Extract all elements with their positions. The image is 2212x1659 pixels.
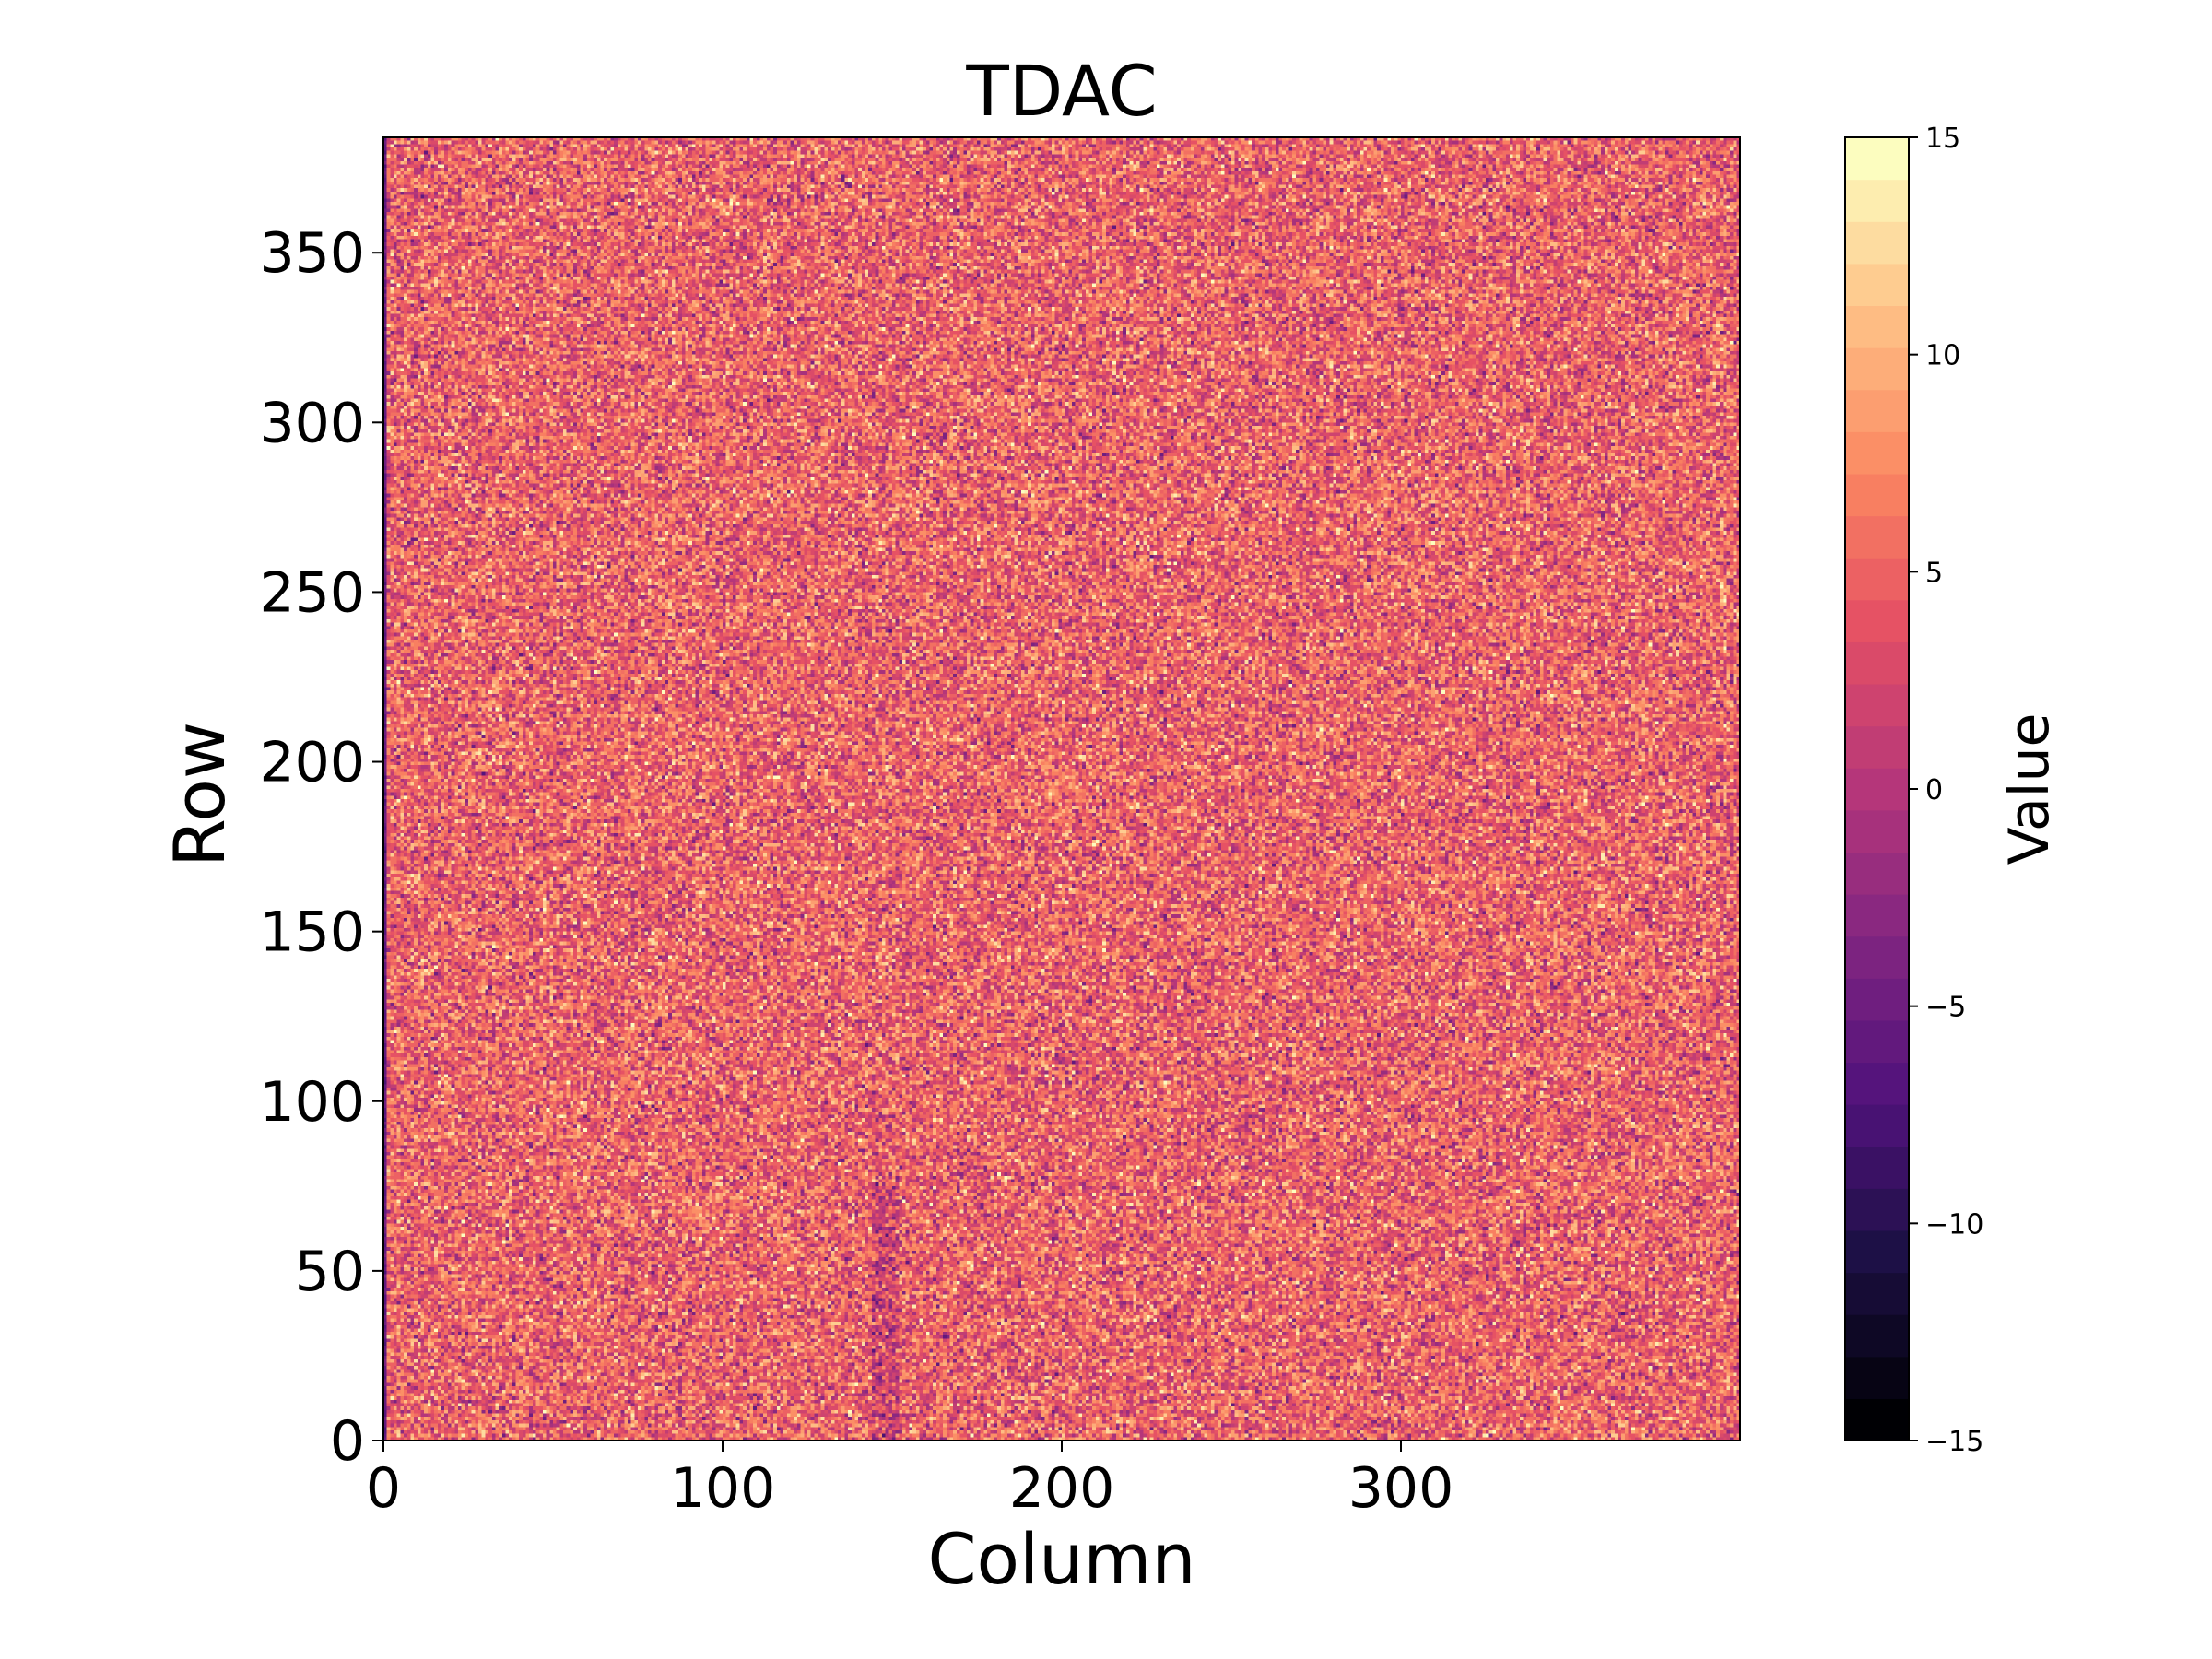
colorbar-band bbox=[1845, 263, 1909, 307]
y-axis-ticks: 0 50 100 150 200 250 300 350 bbox=[259, 221, 383, 1474]
colorbar-band bbox=[1845, 1272, 1909, 1315]
colorbar-band bbox=[1845, 221, 1909, 265]
colorbar-band bbox=[1845, 1104, 1909, 1147]
colorbar-band bbox=[1845, 809, 1909, 853]
y-tick-label: 150 bbox=[259, 900, 365, 965]
colorbar-tick-label: −10 bbox=[1925, 1208, 1983, 1241]
colorbar-band bbox=[1845, 1188, 1909, 1231]
colorbar-bands bbox=[1845, 137, 1909, 1441]
y-tick-label: 350 bbox=[259, 221, 365, 286]
y-tick-label: 250 bbox=[259, 560, 365, 625]
x-axis-label: Column bbox=[927, 1518, 1195, 1600]
x-tick-label: 100 bbox=[670, 1456, 776, 1521]
colorbar-band bbox=[1845, 1398, 1909, 1441]
heatmap bbox=[383, 137, 1740, 1441]
colorbar-band bbox=[1845, 179, 1909, 222]
colorbar-band bbox=[1845, 978, 1909, 1021]
colorbar: −15 −10 −5 0 5 10 15 Value bbox=[1844, 123, 2062, 1458]
colorbar-band bbox=[1845, 1146, 1909, 1189]
y-tick-label: 50 bbox=[295, 1240, 365, 1304]
colorbar-band bbox=[1845, 1019, 1909, 1064]
colorbar-tick-label: 10 bbox=[1925, 340, 1960, 372]
colorbar-tick-label: −15 bbox=[1925, 1426, 1983, 1458]
colorbar-tick-label: 0 bbox=[1925, 774, 1943, 806]
x-tick-label: 0 bbox=[366, 1456, 401, 1521]
y-tick-label: 0 bbox=[330, 1409, 365, 1474]
colorbar-band bbox=[1845, 894, 1909, 937]
x-tick-label: 300 bbox=[1348, 1456, 1454, 1521]
y-tick-label: 300 bbox=[259, 391, 365, 455]
colorbar-band bbox=[1845, 1230, 1909, 1274]
colorbar-band bbox=[1845, 431, 1909, 475]
colorbar-band bbox=[1845, 389, 1909, 432]
colorbar-band bbox=[1845, 473, 1909, 517]
y-tick-label: 200 bbox=[259, 731, 365, 795]
colorbar-tick-label: −5 bbox=[1925, 992, 1966, 1024]
x-tick-label: 200 bbox=[1009, 1456, 1115, 1521]
colorbar-band bbox=[1845, 935, 1909, 979]
colorbar-band bbox=[1845, 305, 1909, 348]
colorbar-band bbox=[1845, 641, 1909, 685]
colorbar-ticks: −15 −10 −5 0 5 10 15 bbox=[1909, 123, 1983, 1458]
colorbar-band bbox=[1845, 558, 1909, 601]
x-axis-ticks: 0 100 200 300 bbox=[366, 1441, 1453, 1521]
colorbar-band bbox=[1845, 599, 1909, 642]
colorbar-band bbox=[1845, 725, 1909, 769]
colorbar-band bbox=[1845, 683, 1909, 727]
colorbar-tick-label: 15 bbox=[1925, 123, 1960, 155]
colorbar-tick-label: 5 bbox=[1925, 557, 1943, 589]
colorbar-label: Value bbox=[1997, 713, 2062, 865]
colorbar-band bbox=[1845, 1314, 1909, 1358]
chart-title: TDAC bbox=[965, 50, 1157, 132]
colorbar-band bbox=[1845, 1356, 1909, 1399]
colorbar-band bbox=[1845, 515, 1909, 559]
colorbar-band bbox=[1845, 852, 1909, 895]
heatmap-canvas bbox=[383, 137, 1740, 1441]
colorbar-band bbox=[1845, 1062, 1909, 1105]
colorbar-band bbox=[1845, 137, 1909, 181]
colorbar-band bbox=[1845, 347, 1909, 391]
y-axis-label: Row bbox=[159, 722, 241, 867]
colorbar-band bbox=[1845, 768, 1909, 811]
y-tick-label: 100 bbox=[259, 1070, 365, 1135]
